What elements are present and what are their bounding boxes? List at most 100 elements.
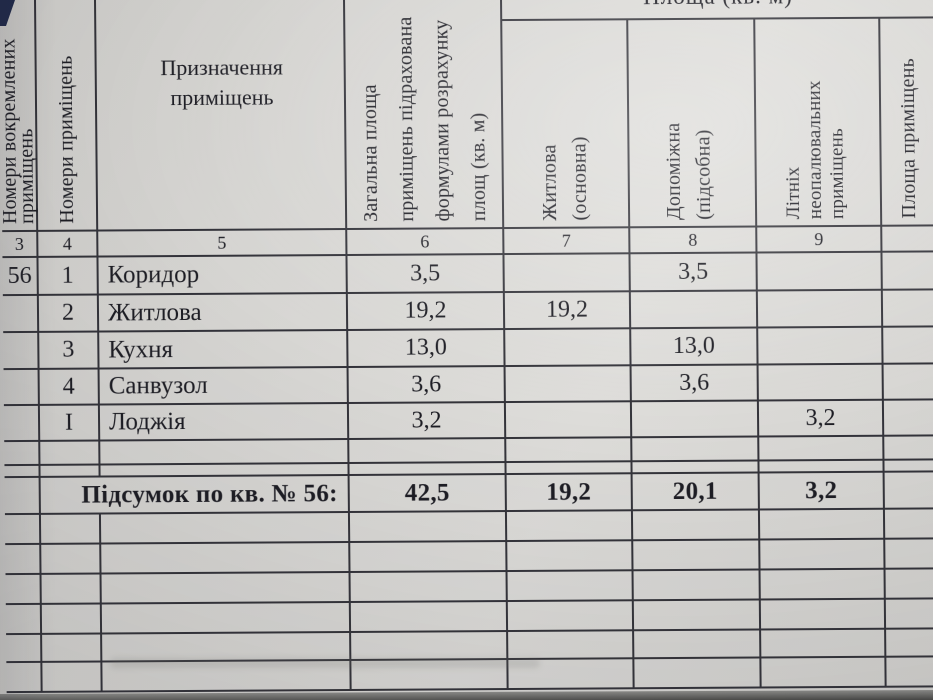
table-cell <box>761 657 887 689</box>
total-area-cell: 3,5 <box>347 255 505 294</box>
apartment-number-cell <box>3 332 40 371</box>
total-area-cell: 3,6 <box>348 367 506 404</box>
summer-area-cell <box>758 327 884 366</box>
room-name-cell: Санвузол <box>99 367 349 406</box>
summary-label: Підсумок по кв. № 56: <box>40 475 350 515</box>
table-cell <box>761 629 887 659</box>
table-cell <box>42 662 103 693</box>
table-cell <box>4 441 41 467</box>
auxiliary-area-cell: 13,0 <box>631 328 759 367</box>
table-cell <box>883 327 933 365</box>
table-cell <box>759 460 885 474</box>
summer-area-cell <box>757 290 884 329</box>
table-cell <box>886 657 933 688</box>
table-cell <box>349 439 507 464</box>
header-col-living-area: Житлова (основна) <box>538 136 592 221</box>
living-area-cell <box>505 329 632 368</box>
table-cell <box>40 441 101 466</box>
table-cell <box>41 544 102 575</box>
table-cell <box>632 510 761 542</box>
summary-living-area: 19,2 <box>506 474 633 513</box>
total-area-cell: 3,2 <box>348 403 507 440</box>
table-cell <box>101 572 351 605</box>
header-col-total-area: Загальна площа приміщень підрахована фор… <box>358 16 491 222</box>
summary-auxiliary-area: 20,1 <box>632 473 760 512</box>
summary-summer-area: 3,2 <box>759 472 885 511</box>
table-cell <box>4 514 42 546</box>
table-row: 2 Житлова 19,2 19,2 <box>2 290 933 334</box>
table-cell <box>633 570 761 602</box>
table-cell <box>506 438 633 464</box>
table-cell <box>100 439 350 466</box>
table-cell <box>886 629 933 658</box>
table-cell <box>41 604 103 635</box>
table-cell <box>6 662 43 694</box>
auxiliary-area-cell: 3,5 <box>630 253 758 293</box>
table-cell <box>507 541 634 573</box>
header-col-area-right: Площа приміщень <box>896 58 921 219</box>
auxiliary-area-cell: 3,6 <box>631 365 759 403</box>
table-cell <box>885 599 933 630</box>
apartment-number-cell <box>3 405 41 443</box>
column-number: 4 <box>38 231 99 258</box>
table-cell <box>884 509 933 540</box>
living-area-cell <box>505 366 632 404</box>
table-row: 4 Санвузол 3,6 3,6 <box>3 364 933 407</box>
header-col-separate-numbers: Номери вокремлених приміщень <box>0 38 39 225</box>
column-number: 8 <box>630 227 758 255</box>
table-cell <box>884 472 933 510</box>
table-cell <box>882 290 933 328</box>
table-cell <box>351 632 509 661</box>
table-cell <box>5 604 43 636</box>
table-row: 3 Кухня 13,0 13,0 <box>3 327 933 371</box>
summer-area-cell <box>758 364 884 402</box>
summary-total-area: 42,5 <box>349 475 507 513</box>
table-cell <box>885 539 933 570</box>
living-area-cell: 19,2 <box>504 292 632 331</box>
table-cell <box>4 477 41 516</box>
table-cell <box>101 542 351 575</box>
header-grid-line <box>878 18 883 225</box>
table-cell <box>4 465 41 479</box>
table-cell <box>41 574 102 605</box>
table-cell <box>884 436 933 461</box>
room-number-cell: 4 <box>39 369 100 406</box>
living-area-cell <box>505 402 633 440</box>
header-col-purpose: Призначення приміщень <box>160 54 284 111</box>
table-cell <box>5 574 42 606</box>
table-cell <box>349 463 507 476</box>
table-cell <box>350 602 509 633</box>
table-cell <box>6 634 43 664</box>
total-area-cell: 19,2 <box>347 293 506 331</box>
bleed-through-smudge <box>110 658 540 668</box>
table-cell <box>760 539 886 571</box>
column-number: 7 <box>504 228 631 256</box>
summer-area-cell <box>757 252 883 292</box>
room-name-cell: Кухня <box>99 330 349 370</box>
header-grid-line <box>753 19 758 226</box>
room-number-cell: 1 <box>38 257 99 296</box>
column-number: 6 <box>347 229 505 256</box>
column-number <box>882 226 933 253</box>
table-row: 56 1 Коридор 3,5 3,5 <box>2 252 933 297</box>
table-cell <box>350 572 508 603</box>
room-number-cell: 2 <box>38 295 100 333</box>
table-row: І Лоджія 3,2 3,2 <box>3 400 933 443</box>
table-cell <box>633 600 762 632</box>
apartment-number-cell <box>3 369 40 407</box>
table-cell <box>633 540 761 572</box>
table-cell <box>759 509 886 541</box>
room-number-cell: І <box>39 405 101 442</box>
apartment-number-cell <box>2 295 40 334</box>
table-cell <box>632 437 760 463</box>
table-cell <box>634 658 762 690</box>
table-cell <box>508 631 635 661</box>
table-cell <box>883 364 933 401</box>
table-cell <box>884 460 933 473</box>
room-name-cell: Лоджія <box>99 403 350 442</box>
apartment-number-cell: 56 <box>2 257 39 297</box>
summer-area-cell: 3,2 <box>758 400 885 438</box>
room-name-cell: Коридор <box>98 255 348 296</box>
